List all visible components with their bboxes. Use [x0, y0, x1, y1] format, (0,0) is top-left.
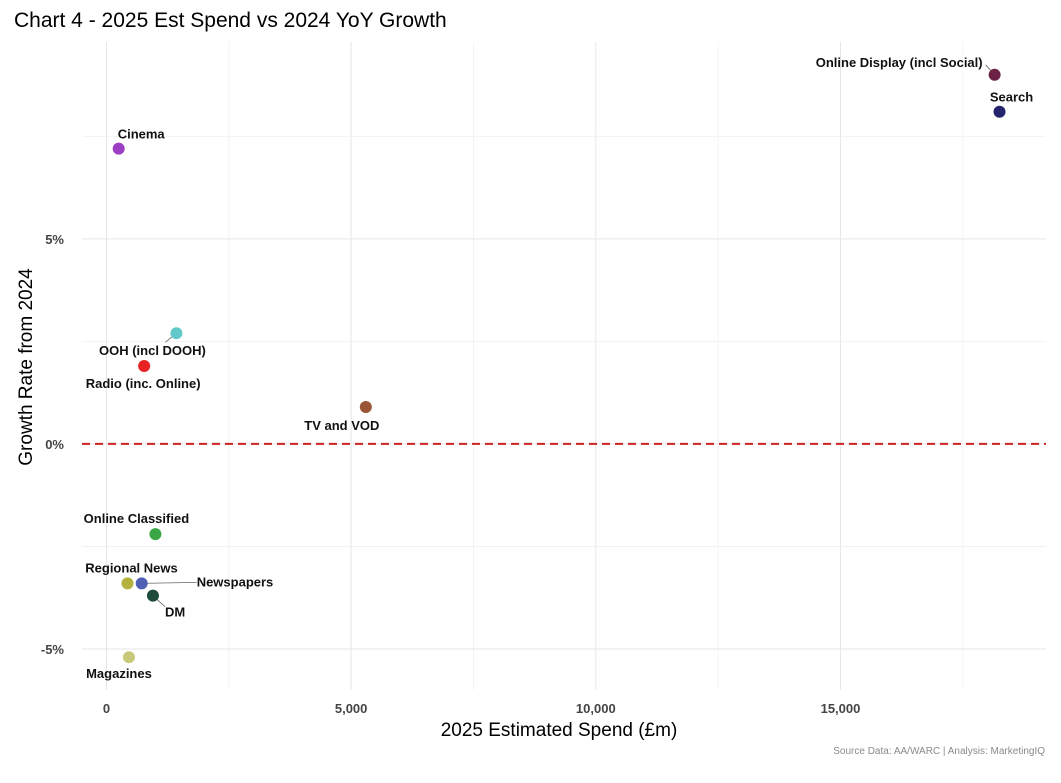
label-leader-line: [141, 581, 197, 584]
label-leader-lines: [141, 64, 995, 607]
data-point: [988, 68, 1001, 81]
y-axis-title: Growth Rate from 2024: [16, 268, 37, 466]
point-label: OOH (incl DOOH): [99, 343, 206, 358]
source-note: Source Data: AA/WARC | Analysis: Marketi…: [833, 746, 1045, 757]
y-tick-label: -5%: [41, 642, 65, 657]
point-label: Cinema: [118, 127, 166, 142]
x-axis-title: 2025 Estimated Spend (£m): [441, 720, 678, 741]
data-point: [138, 360, 151, 372]
point-label: Search: [990, 90, 1033, 105]
point-label: Online Classified: [84, 511, 190, 526]
data-point: [149, 528, 162, 541]
point-labels: Online Display (incl Social) Search Cinema…: [84, 55, 1034, 681]
data-point: [359, 401, 372, 414]
point-label: Online Display (incl Social): [816, 55, 983, 70]
data-point: [170, 327, 183, 340]
x-tick-label: 15,000: [821, 701, 861, 716]
data-point: [993, 105, 1006, 118]
axis-tick-labels: 0 5,000 10,000 15,000 -5% 0% 5%: [41, 232, 860, 716]
x-tick-label: 5,000: [335, 701, 368, 716]
point-label: Regional News: [85, 560, 177, 575]
data-point: [121, 577, 134, 590]
point-label: DM: [165, 605, 185, 620]
point-label: TV and VOD: [304, 418, 379, 433]
data-point: [112, 142, 125, 155]
chart-title: Chart 4 - 2025 Est Spend vs 2024 YoY Gro…: [14, 9, 447, 32]
data-point: [135, 577, 148, 590]
y-tick-label: 5%: [45, 232, 64, 247]
x-tick-label: 10,000: [576, 701, 616, 716]
data-point: [146, 589, 159, 602]
point-label: Newspapers: [197, 574, 274, 589]
point-label: Magazines: [86, 666, 152, 681]
data-points: [112, 68, 1006, 664]
x-tick-label: 0: [103, 701, 110, 716]
data-point: [122, 651, 135, 664]
gridlines: [82, 42, 1046, 690]
y-tick-label: 0%: [45, 437, 64, 452]
point-label: Radio (inc. Online): [86, 376, 201, 391]
